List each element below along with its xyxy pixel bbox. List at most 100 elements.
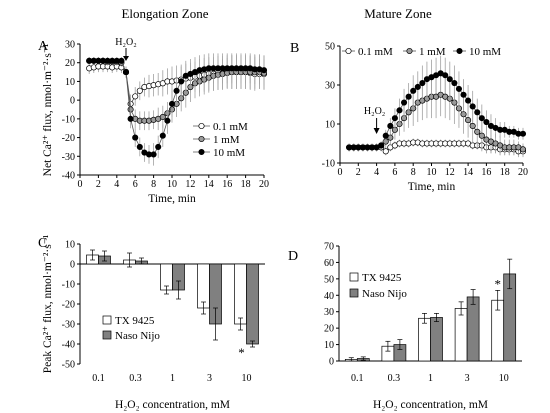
x-tick-label: 4 <box>114 179 119 190</box>
x-category-label: 0.1 <box>351 373 364 384</box>
x-tick-label: 8 <box>151 179 156 190</box>
data-point <box>396 120 403 128</box>
data-point <box>419 80 426 87</box>
y-tick-label: 70 <box>324 242 334 253</box>
panel-c-bar-chart: 10 0 -10 -20 -30 -40 -50 0.1 0.3 1 3 10 H₂O₂ concent… <box>42 234 265 411</box>
y-tick-label: -10 <box>62 280 75 291</box>
legend-swatch <box>349 288 359 298</box>
legend-label: 0.1 mM <box>358 46 393 58</box>
y-tick-label: -40 <box>62 340 75 351</box>
x-category-label: 10 <box>242 373 252 384</box>
x-tick-label: 12 <box>445 167 455 178</box>
data-point <box>455 85 463 92</box>
y-axis-label: Peak Ca²⁺ flux, nmol·m⁻²·s⁻¹ <box>42 234 54 373</box>
y-tick-label: 40 <box>324 291 334 302</box>
x-tick-label: 6 <box>392 167 397 178</box>
bar <box>197 263 210 309</box>
y-tick-label: 60 <box>324 258 334 269</box>
y-tick-label: 10 <box>65 77 75 88</box>
x-tick-label: 0 <box>338 167 343 178</box>
data-point <box>474 109 481 116</box>
data-point <box>451 80 458 87</box>
data-point <box>122 69 130 76</box>
legend-label: 10 mM <box>213 147 245 159</box>
y-tick-label: -10 <box>322 159 335 170</box>
x-axis-label: H₂O₂ concentration, mM <box>115 399 230 411</box>
legend-label: 1 mM <box>419 46 446 58</box>
data-point <box>465 97 472 104</box>
h2o2-arrowhead <box>373 128 380 134</box>
x-tick-label: 18 <box>500 167 510 178</box>
data-point <box>168 100 176 107</box>
data-point <box>396 107 403 114</box>
data-point <box>410 87 417 94</box>
data-point <box>127 115 134 122</box>
data-point <box>382 132 389 139</box>
data-point <box>164 117 171 124</box>
y-axis-label: Net Ca²⁺ flux, nmol·m⁻²·s⁻¹ <box>42 43 54 176</box>
panel-b-line-chart: 50 30 10 -100 2 4 6 8 10 12 14 16 18 20 Time, min H₂O₂ 0… <box>322 42 528 194</box>
y-tick-label: 50 <box>324 274 334 285</box>
y-tick-label: 30 <box>65 40 75 51</box>
x-tick-label: 18 <box>241 179 251 190</box>
data-point <box>519 146 527 153</box>
y-tick-label: 30 <box>324 307 334 318</box>
legend-label: TX 9425 <box>115 315 155 327</box>
x-category-label: 0.1 <box>92 373 105 384</box>
x-axis-label: Time, min <box>148 193 196 205</box>
data-point <box>460 91 467 98</box>
x-axis-label: H₂O₂ concentration, mM <box>373 399 488 411</box>
x-tick-label: 10 <box>167 179 177 190</box>
x-tick-label: 2 <box>96 179 101 190</box>
data-point <box>451 99 458 106</box>
y-tick-label: 20 <box>65 58 75 69</box>
y-tick-label: -10 <box>62 114 75 125</box>
data-point <box>159 113 166 121</box>
x-tick-label: 16 <box>481 167 491 178</box>
data-point <box>155 143 162 150</box>
legend-label: Naso Nijo <box>362 288 407 300</box>
data-point <box>483 119 490 126</box>
legend-label: 10 mM <box>469 46 501 58</box>
legend-label: Naso Nijo <box>115 330 160 342</box>
x-tick-label: 2 <box>356 167 361 178</box>
y-tick-label: 10 <box>65 240 75 251</box>
x-category-label: 10 <box>499 373 509 384</box>
data-point <box>519 130 527 137</box>
data-point <box>405 109 412 116</box>
h2o2-annotation: H₂O₂ <box>115 37 136 48</box>
legend-swatch <box>349 272 359 282</box>
data-point <box>414 83 421 91</box>
y-tick-label: -20 <box>62 133 75 144</box>
y-tick-label: -30 <box>62 320 75 331</box>
h2o2-arrowhead <box>123 56 129 61</box>
legend-label: TX 9425 <box>362 272 402 284</box>
data-point <box>136 87 143 94</box>
data-point <box>469 103 476 110</box>
x-category-label: 1 <box>170 373 175 384</box>
x-category-label: 1 <box>428 373 433 384</box>
x-category-label: 3 <box>465 373 470 384</box>
legend-swatch <box>102 315 112 325</box>
x-category-label: 0.3 <box>388 373 401 384</box>
legend-label: 0.1 mM <box>213 121 248 133</box>
x-tick-label: 20 <box>518 167 528 178</box>
legend-marker <box>406 47 413 55</box>
x-tick-label: 16 <box>222 179 232 190</box>
x-tick-label: 20 <box>259 179 269 190</box>
data-point <box>132 134 139 141</box>
panel-label-b: B <box>290 41 299 56</box>
x-tick-label: 14 <box>463 167 473 178</box>
legend-label: 1 mM <box>213 134 240 146</box>
x-tick-label: 0 <box>78 179 83 190</box>
bar <box>466 296 480 362</box>
legend-marker <box>198 148 205 156</box>
panel-label-a: A <box>38 39 49 54</box>
data-point <box>400 99 408 106</box>
y-tick-label: -50 <box>62 360 75 371</box>
y-tick-label: -30 <box>62 152 75 163</box>
data-point <box>410 105 417 112</box>
y-tick-label: 20 <box>324 324 334 335</box>
zone-title-elongation: Elongation Zone <box>121 6 208 21</box>
